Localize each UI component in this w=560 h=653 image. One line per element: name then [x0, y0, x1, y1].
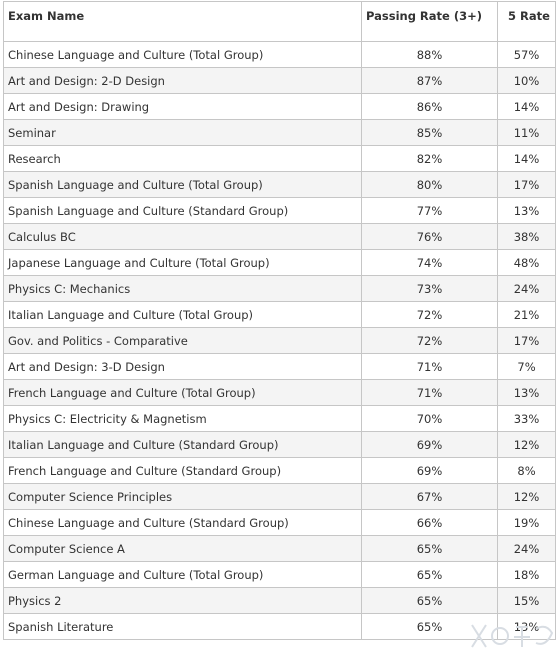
cell-five-rate: 7%	[497, 353, 556, 380]
cell-exam-name: Italian Language and Culture (Total Grou…	[3, 301, 362, 328]
cell-five-rate: 13%	[497, 613, 556, 640]
table-row: German Language and Culture (Total Group…	[3, 561, 556, 588]
cell-five-rate: 57%	[497, 41, 556, 68]
cell-exam-name: French Language and Culture (Total Group…	[3, 379, 362, 406]
cell-exam-name: Chinese Language and Culture (Standard G…	[3, 509, 362, 536]
table-row: Spanish Language and Culture (Standard G…	[3, 197, 556, 224]
cell-exam-name: Computer Science A	[3, 535, 362, 562]
cell-five-rate: 12%	[497, 431, 556, 458]
cell-five-rate: 13%	[497, 379, 556, 406]
table-row: Art and Design: 2-D Design 87% 10%	[3, 67, 556, 94]
cell-passing-rate: 74%	[361, 249, 498, 276]
header-row: Exam Name Passing Rate (3+) 5 Rate	[3, 1, 556, 42]
cell-passing-rate: 69%	[361, 457, 498, 484]
table-row: Spanish Literature 65% 13%	[3, 613, 556, 640]
table-row: Japanese Language and Culture (Total Gro…	[3, 249, 556, 276]
cell-passing-rate: 67%	[361, 483, 498, 510]
cell-passing-rate: 69%	[361, 431, 498, 458]
exam-pass-rate-table: Exam Name Passing Rate (3+) 5 Rate Chine…	[3, 1, 556, 640]
cell-five-rate: 14%	[497, 93, 556, 120]
cell-passing-rate: 71%	[361, 353, 498, 380]
cell-five-rate: 24%	[497, 535, 556, 562]
table-row: Research 82% 14%	[3, 145, 556, 172]
cell-passing-rate: 72%	[361, 327, 498, 354]
cell-five-rate: 17%	[497, 171, 556, 198]
cell-passing-rate: 73%	[361, 275, 498, 302]
cell-passing-rate: 71%	[361, 379, 498, 406]
header-five-rate: 5 Rate	[497, 1, 556, 42]
cell-five-rate: 14%	[497, 145, 556, 172]
table-row: Italian Language and Culture (Total Grou…	[3, 301, 556, 328]
cell-five-rate: 11%	[497, 119, 556, 146]
cell-exam-name: Physics 2	[3, 587, 362, 614]
cell-exam-name: Art and Design: 2-D Design	[3, 67, 362, 94]
cell-passing-rate: 65%	[361, 613, 498, 640]
cell-five-rate: 18%	[497, 561, 556, 588]
cell-five-rate: 48%	[497, 249, 556, 276]
table-row: Art and Design: Drawing 86% 14%	[3, 93, 556, 120]
cell-five-rate: 19%	[497, 509, 556, 536]
cell-passing-rate: 72%	[361, 301, 498, 328]
cell-passing-rate: 66%	[361, 509, 498, 536]
cell-exam-name: French Language and Culture (Standard Gr…	[3, 457, 362, 484]
cell-exam-name: Spanish Literature	[3, 613, 362, 640]
cell-exam-name: Spanish Language and Culture (Total Grou…	[3, 171, 362, 198]
cell-five-rate: 15%	[497, 587, 556, 614]
cell-five-rate: 8%	[497, 457, 556, 484]
table-row: Computer Science A 65% 24%	[3, 535, 556, 562]
cell-exam-name: Italian Language and Culture (Standard G…	[3, 431, 362, 458]
cell-five-rate: 21%	[497, 301, 556, 328]
table-row: Italian Language and Culture (Standard G…	[3, 431, 556, 458]
cell-passing-rate: 77%	[361, 197, 498, 224]
table-row: Chinese Language and Culture (Standard G…	[3, 509, 556, 536]
table-row: Calculus BC 76% 38%	[3, 223, 556, 250]
cell-exam-name: Chinese Language and Culture (Total Grou…	[3, 41, 362, 68]
cell-exam-name: Japanese Language and Culture (Total Gro…	[3, 249, 362, 276]
table-row: French Language and Culture (Standard Gr…	[3, 457, 556, 484]
cell-five-rate: 24%	[497, 275, 556, 302]
table-row: French Language and Culture (Total Group…	[3, 379, 556, 406]
cell-five-rate: 12%	[497, 483, 556, 510]
table-body: Chinese Language and Culture (Total Grou…	[3, 41, 556, 640]
cell-passing-rate: 70%	[361, 405, 498, 432]
cell-passing-rate: 86%	[361, 93, 498, 120]
table-row: Art and Design: 3-D Design 71% 7%	[3, 353, 556, 380]
cell-exam-name: Seminar	[3, 119, 362, 146]
cell-exam-name: Calculus BC	[3, 223, 362, 250]
table-row: Gov. and Politics - Comparative 72% 17%	[3, 327, 556, 354]
header-exam-name: Exam Name	[3, 1, 362, 42]
cell-exam-name: Research	[3, 145, 362, 172]
cell-passing-rate: 80%	[361, 171, 498, 198]
cell-passing-rate: 76%	[361, 223, 498, 250]
cell-exam-name: Gov. and Politics - Comparative	[3, 327, 362, 354]
table-header: Exam Name Passing Rate (3+) 5 Rate	[3, 1, 556, 42]
table-row: Seminar 85% 11%	[3, 119, 556, 146]
cell-passing-rate: 87%	[361, 67, 498, 94]
cell-passing-rate: 88%	[361, 41, 498, 68]
cell-exam-name: German Language and Culture (Total Group…	[3, 561, 362, 588]
cell-five-rate: 10%	[497, 67, 556, 94]
table-row: Physics C: Electricity & Magnetism 70% 33%	[3, 405, 556, 432]
cell-exam-name: Computer Science Principles	[3, 483, 362, 510]
cell-exam-name: Physics C: Mechanics	[3, 275, 362, 302]
cell-five-rate: 17%	[497, 327, 556, 354]
table-row: Physics C: Mechanics 73% 24%	[3, 275, 556, 302]
table-row: Computer Science Principles 67% 12%	[3, 483, 556, 510]
cell-passing-rate: 65%	[361, 535, 498, 562]
cell-exam-name: Art and Design: 3-D Design	[3, 353, 362, 380]
cell-exam-name: Physics C: Electricity & Magnetism	[3, 405, 362, 432]
cell-five-rate: 38%	[497, 223, 556, 250]
cell-passing-rate: 65%	[361, 561, 498, 588]
table-row: Physics 2 65% 15%	[3, 587, 556, 614]
cell-five-rate: 33%	[497, 405, 556, 432]
cell-exam-name: Spanish Language and Culture (Standard G…	[3, 197, 362, 224]
table-row: Chinese Language and Culture (Total Grou…	[3, 41, 556, 68]
table-row: Spanish Language and Culture (Total Grou…	[3, 171, 556, 198]
cell-passing-rate: 82%	[361, 145, 498, 172]
header-passing-rate: Passing Rate (3+)	[361, 1, 498, 42]
cell-passing-rate: 65%	[361, 587, 498, 614]
cell-passing-rate: 85%	[361, 119, 498, 146]
cell-exam-name: Art and Design: Drawing	[3, 93, 362, 120]
cell-five-rate: 13%	[497, 197, 556, 224]
